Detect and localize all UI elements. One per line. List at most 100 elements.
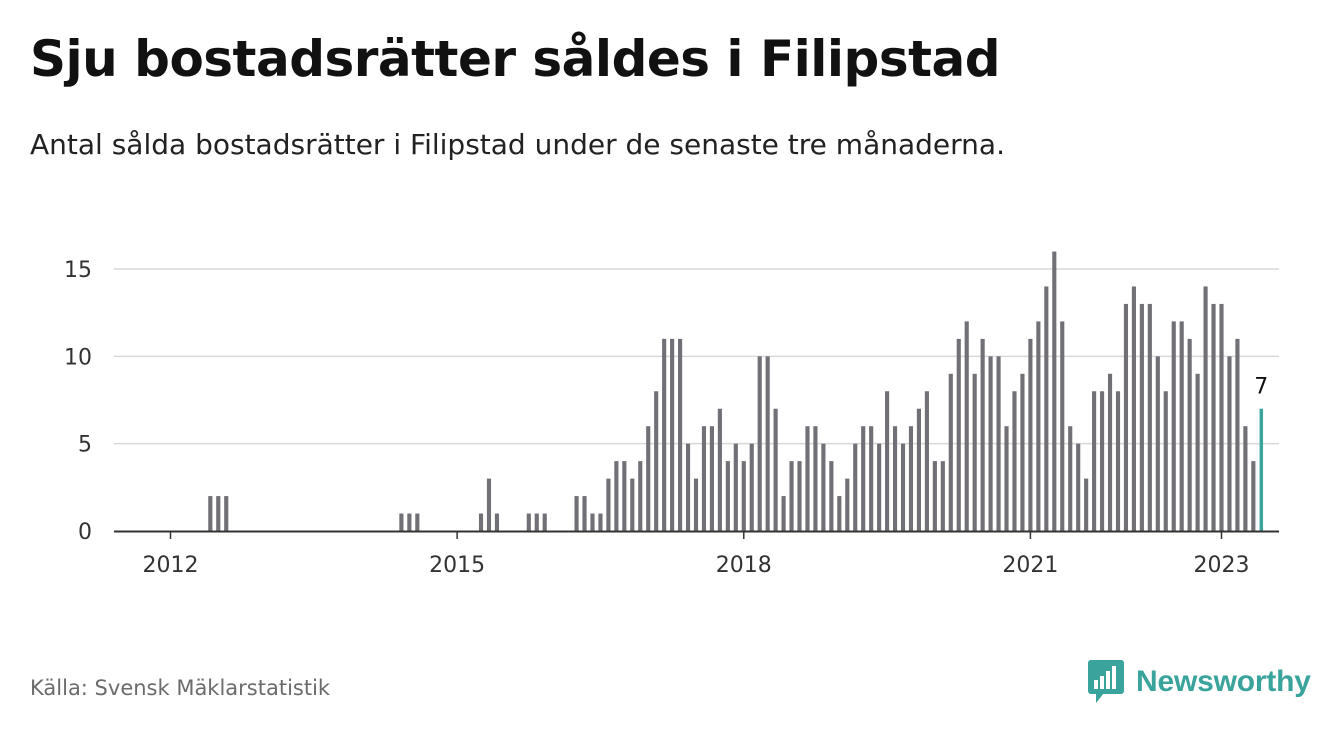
chart-title: Sju bostadsrätter såldes i Filipstad xyxy=(30,30,1001,88)
bar xyxy=(1107,373,1113,531)
bars xyxy=(208,251,1264,532)
bar xyxy=(1028,338,1033,531)
bar xyxy=(1195,373,1200,531)
bar xyxy=(733,443,738,531)
bar xyxy=(805,426,810,531)
y-axis-ticks: 0 5 10 15 xyxy=(64,258,92,545)
bar xyxy=(1099,391,1105,531)
bar xyxy=(415,513,420,531)
bar xyxy=(1012,391,1017,531)
bar-chart-speech-bubble-icon xyxy=(1088,660,1124,703)
x-tick-label: 2021 xyxy=(1002,553,1058,578)
bar xyxy=(1060,321,1065,531)
bar xyxy=(1115,391,1121,531)
bar xyxy=(685,443,691,531)
bar xyxy=(1243,426,1248,531)
x-tick-label: 2012 xyxy=(143,553,199,578)
bar xyxy=(1076,443,1081,531)
bar xyxy=(693,478,699,531)
bar xyxy=(678,338,683,531)
bar xyxy=(996,356,1001,531)
bar xyxy=(526,513,531,531)
newsworthy-logo: Newsworthy xyxy=(1088,660,1311,704)
bar xyxy=(542,513,547,531)
bar xyxy=(900,443,906,531)
bar xyxy=(646,426,651,531)
bar xyxy=(1131,286,1136,531)
bar xyxy=(486,478,492,531)
data-labels: 7 xyxy=(1254,375,1268,400)
bar xyxy=(208,496,213,531)
source-note: Källa: Svensk Mäklarstatistik xyxy=(30,676,331,700)
bar xyxy=(837,496,842,531)
bar xyxy=(1155,356,1160,531)
bar xyxy=(670,338,675,531)
bar xyxy=(757,356,762,531)
bar xyxy=(622,461,627,531)
bar xyxy=(1171,321,1176,531)
bar xyxy=(1211,303,1216,531)
bar xyxy=(407,513,412,531)
bar xyxy=(940,461,945,531)
bar xyxy=(861,426,866,531)
bar xyxy=(781,496,786,531)
bar xyxy=(1203,286,1208,531)
bar xyxy=(709,426,714,531)
latest-value-label: 7 xyxy=(1254,375,1268,400)
bar xyxy=(1227,356,1232,531)
y-tick-label: 0 xyxy=(78,520,92,545)
bar xyxy=(869,426,874,531)
bar xyxy=(701,426,707,531)
bar xyxy=(892,426,898,531)
bar xyxy=(598,513,603,531)
bar xyxy=(1052,251,1057,532)
bar xyxy=(885,391,890,531)
bar xyxy=(908,426,914,531)
x-axis-ticks: 2012 2015 2018 2021 2023 xyxy=(143,531,1250,578)
bar xyxy=(1147,303,1152,531)
bar xyxy=(1219,303,1224,531)
bar xyxy=(725,461,730,531)
bar xyxy=(399,513,404,531)
bar xyxy=(590,513,595,531)
bar xyxy=(924,391,929,531)
bar xyxy=(956,338,961,531)
bar-latest xyxy=(1259,408,1264,531)
x-tick-label: 2023 xyxy=(1194,553,1250,578)
bar xyxy=(224,496,229,531)
logo-text: Newsworthy xyxy=(1136,665,1311,698)
bar xyxy=(1084,478,1089,531)
bar xyxy=(964,321,969,531)
bar xyxy=(972,373,977,531)
bar xyxy=(1163,391,1168,531)
y-tick-label: 10 xyxy=(64,345,92,370)
bar xyxy=(1036,321,1041,531)
bar xyxy=(662,338,667,531)
bar xyxy=(534,513,539,531)
bar xyxy=(821,443,826,531)
bar xyxy=(606,478,611,531)
bar xyxy=(1068,426,1073,531)
bar xyxy=(1004,426,1009,531)
bar xyxy=(845,478,850,531)
bar xyxy=(1139,303,1144,531)
bar xyxy=(765,356,770,531)
y-tick-label: 5 xyxy=(78,433,92,458)
bar xyxy=(1123,303,1129,531)
bar xyxy=(741,461,746,531)
bar xyxy=(216,496,221,531)
y-tick-label: 15 xyxy=(64,258,92,283)
bar xyxy=(582,496,587,531)
bar xyxy=(654,391,659,531)
chart-subtitle: Antal sålda bostadsrätter i Filipstad un… xyxy=(30,128,1005,161)
bar xyxy=(877,443,882,531)
bar xyxy=(630,478,635,531)
bar xyxy=(1235,338,1240,531)
bar xyxy=(932,461,937,531)
bar xyxy=(574,496,579,531)
bar xyxy=(948,373,953,531)
bar xyxy=(614,461,619,531)
bar xyxy=(773,408,778,531)
bar xyxy=(1044,286,1049,531)
